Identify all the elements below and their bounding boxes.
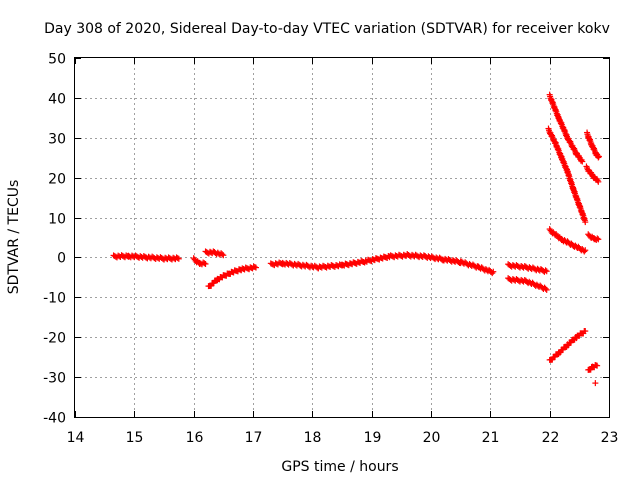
- y-tick-label: -10: [43, 291, 66, 307]
- data-point: [201, 260, 208, 267]
- data-point: [594, 362, 601, 369]
- data-point: [582, 219, 589, 226]
- x-tick-label: 17: [245, 430, 263, 446]
- x-tick-label: 15: [126, 430, 144, 446]
- x-tick-label: 21: [482, 430, 500, 446]
- y-axis-label: SDTVAR / TECUs: [6, 180, 22, 295]
- y-tick-label: -20: [43, 331, 66, 347]
- data-point: [581, 248, 588, 255]
- y-tick-label: 10: [48, 212, 66, 228]
- data-point: [202, 260, 209, 267]
- grid: [75, 58, 609, 417]
- x-tick-label: 20: [423, 430, 441, 446]
- data-point: [595, 153, 602, 160]
- chart-title: Day 308 of 2020, Sidereal Day-to-day VTE…: [44, 21, 610, 37]
- x-tick-label: 14: [67, 430, 85, 446]
- data-point: [594, 235, 601, 242]
- data-point: [175, 255, 182, 262]
- y-tick-label: 30: [48, 132, 66, 148]
- data-point: [542, 285, 549, 292]
- x-tick-label: 19: [364, 430, 382, 446]
- data-point: [543, 268, 550, 275]
- data-point: [542, 267, 549, 274]
- data-point: [582, 328, 589, 335]
- data-point: [579, 158, 586, 165]
- data-point: [582, 247, 589, 254]
- data-point: [252, 264, 259, 271]
- data-point: [220, 252, 227, 259]
- x-tick-label: 16: [186, 430, 204, 446]
- x-tick-label: 23: [601, 430, 619, 446]
- y-tick-label: 50: [48, 52, 66, 68]
- plot-frame: [74, 57, 610, 418]
- y-tick-label: 20: [48, 172, 66, 188]
- y-tick-label: -30: [43, 371, 66, 387]
- data-point: [595, 236, 602, 243]
- y-tick-label: 40: [48, 92, 66, 108]
- x-tick-label: 22: [542, 430, 560, 446]
- data-point: [592, 380, 599, 387]
- data-point: [543, 286, 550, 293]
- y-tick-label: -40: [43, 411, 66, 427]
- y-tick-label: 0: [57, 251, 66, 267]
- data-point: [219, 251, 226, 258]
- data-point: [490, 268, 497, 275]
- x-tick-label: 18: [304, 430, 322, 446]
- data-point: [595, 178, 602, 185]
- axis-ticks: 14 15 16 17 18 19 20 21 22 23 -40 -30 -20 -10 0 10 20 30 4…: [43, 52, 618, 447]
- x-axis-label: GPS time / hours: [281, 459, 398, 475]
- data-point: [577, 157, 584, 164]
- data-points: [110, 91, 602, 387]
- data-point: [174, 255, 181, 262]
